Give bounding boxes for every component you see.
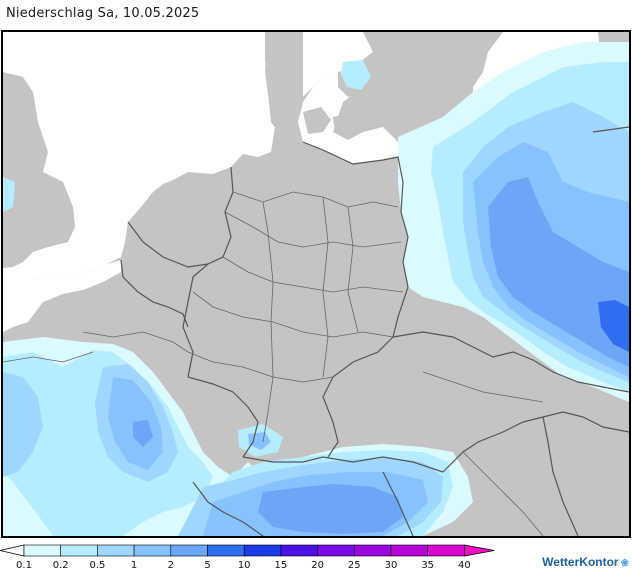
legend-swatch — [243, 544, 282, 557]
legend-tick-label: 20 — [311, 560, 324, 571]
legend-tick-label: 15 — [274, 560, 288, 571]
legend-tick-label: 1 — [130, 560, 138, 571]
legend-swatch — [133, 544, 172, 557]
legend-arrow-left — [0, 544, 25, 557]
legend-tick-label: 0.1 — [16, 560, 32, 571]
legend-swatch — [97, 544, 135, 557]
legend-swatch — [23, 544, 62, 557]
legend-tick-label: 2 — [167, 560, 174, 571]
legend-swatch — [280, 544, 318, 557]
sweden-land — [408, 32, 483, 102]
legend-tick-label: 5 — [204, 560, 211, 571]
legend-tick-label: 30 — [384, 560, 398, 571]
britain-land — [3, 72, 75, 268]
precipitation-legend: 0.1 0.2 0.5 1 2 5 10 15 20 25 30 35 40 — [0, 542, 505, 580]
legend-colorbar — [0, 544, 495, 557]
legend-swatch — [353, 544, 392, 557]
legend-tick-label: 35 — [421, 560, 435, 571]
legend-tick-label: 0.2 — [52, 560, 69, 571]
legend-swatch — [207, 544, 245, 557]
rain-drops-icon: ❀ — [620, 558, 629, 569]
legend-swatch — [60, 544, 98, 557]
brand-logo: WetterKontor ❀ — [542, 555, 629, 569]
legend-swatch — [390, 544, 429, 557]
region-borders — [3, 191, 544, 536]
legend-tick-label: 0.5 — [89, 560, 106, 571]
legend-swatch — [427, 544, 465, 557]
legend-swatch — [170, 544, 208, 557]
precipitation-map — [1, 30, 631, 538]
map-canvas — [3, 32, 629, 536]
country-borders — [120, 126, 629, 536]
legend-tick-label: 10 — [237, 560, 251, 571]
legend-swatch — [317, 544, 355, 557]
legend-tick-label: 25 — [347, 560, 361, 571]
precipitation-field — [3, 42, 629, 536]
brand-name: WetterKontor — [542, 555, 619, 569]
legend-arrow-right — [463, 544, 495, 557]
legend-tick-label: 40 — [458, 560, 471, 571]
map-title: Niederschlag Sa, 10.05.2025 — [6, 6, 200, 21]
